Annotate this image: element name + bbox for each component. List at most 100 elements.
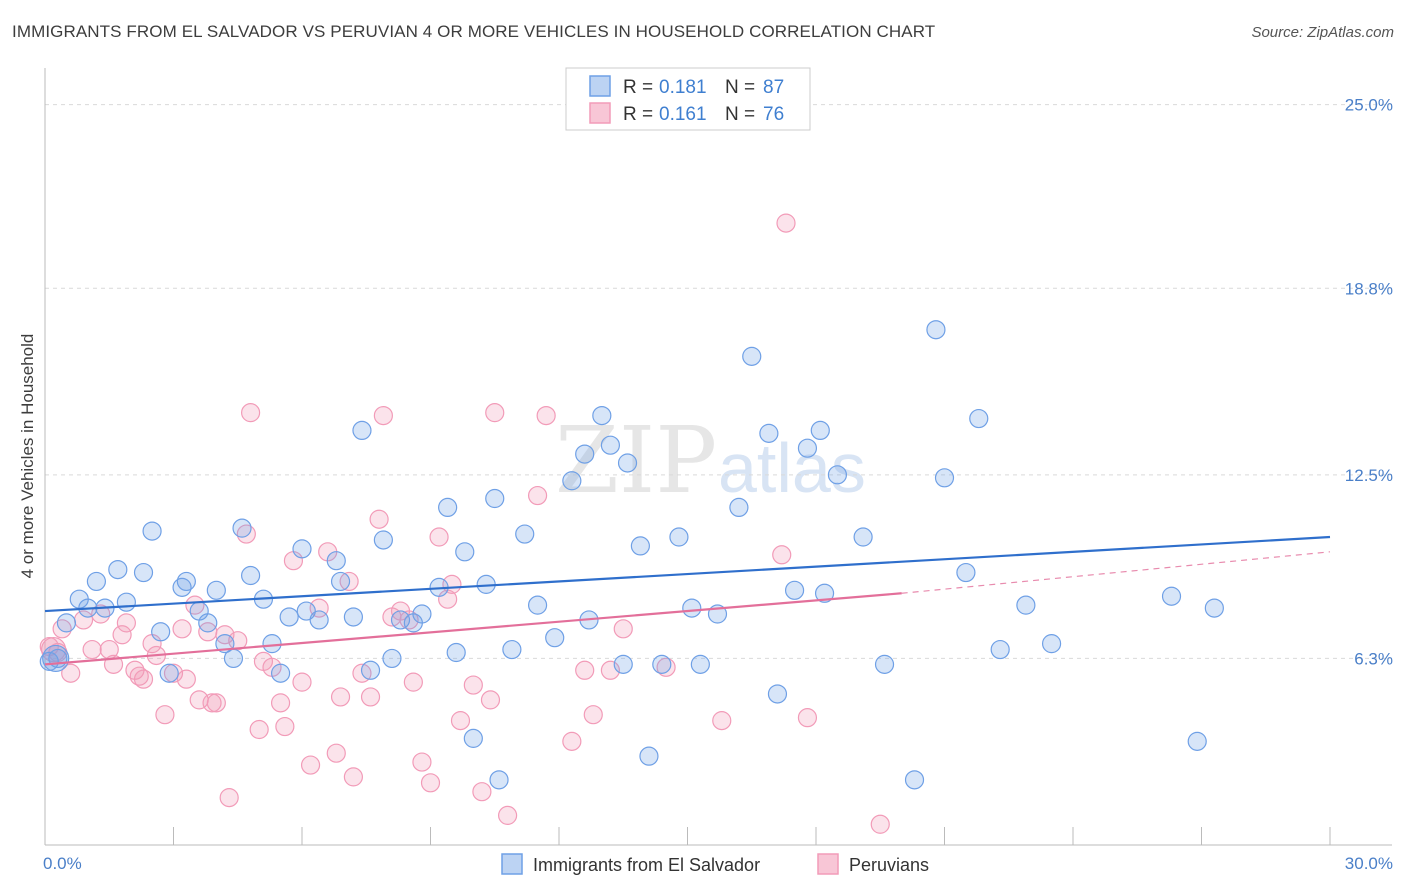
el-salvador-point-41 xyxy=(446,642,466,663)
el-salvador-point-25 xyxy=(279,607,299,627)
el-salvador-point-40 xyxy=(438,497,458,518)
peruvians-point-54 xyxy=(429,527,449,547)
peruvians-point-37 xyxy=(300,755,321,775)
x-tick-labels: 0.0% 30.0% xyxy=(43,854,1393,873)
el-salvador-point-54 xyxy=(592,405,612,426)
el-salvador-point-77 xyxy=(926,320,946,340)
legend-r-value-0: 0.181 xyxy=(659,77,707,98)
peruvians-point-10 xyxy=(116,613,136,633)
el-salvador-point-32 xyxy=(352,420,372,441)
el-salvador-point-73 xyxy=(827,465,848,485)
el-salvador-point-23 xyxy=(262,634,282,654)
peruvians-point-64 xyxy=(536,405,556,426)
el-salvador-point-5 xyxy=(86,571,107,592)
peruvians-point-46 xyxy=(369,509,389,529)
el-salvador-point-86 xyxy=(1204,598,1224,618)
el-salvador-point-59 xyxy=(639,746,659,766)
peruvians-point-70 xyxy=(712,711,732,731)
el-salvador-point-9 xyxy=(133,562,154,583)
el-salvador-point-76 xyxy=(904,770,925,790)
y-tick-label-2: 18.8% xyxy=(1345,279,1393,298)
peruvians-point-40 xyxy=(326,743,346,763)
legend-swatch-peruvians xyxy=(589,102,611,124)
peruvians-point-30 xyxy=(249,719,269,740)
el-salvador-point-58 xyxy=(630,536,650,556)
el-salvador-point-78 xyxy=(934,468,955,488)
el-salvador-point-29 xyxy=(326,551,346,571)
el-salvador-point-61 xyxy=(669,527,689,547)
bottom-legend-label-peruvians: Peruvians xyxy=(849,855,929,875)
el-salvador-point-11 xyxy=(151,622,171,642)
legend-n-value-1: 76 xyxy=(763,104,784,125)
el-salvador-point-16 xyxy=(198,613,218,633)
el-salvador-point-66 xyxy=(742,346,762,366)
el-salvador-point-45 xyxy=(485,488,505,509)
peruvians-point-41 xyxy=(330,687,351,707)
peruvians-point-58 xyxy=(463,675,483,695)
el-salvador-point-7 xyxy=(108,559,128,580)
el-salvador-point-84 xyxy=(1161,586,1182,606)
peruvians-point-5 xyxy=(82,639,102,660)
peruvians-point-57 xyxy=(450,711,471,731)
peruvians-point-18 xyxy=(172,619,192,639)
peruvians-point-34 xyxy=(275,716,295,737)
peruvians-point-24 xyxy=(206,693,226,713)
peruvians-point-43 xyxy=(343,767,363,787)
el-salvador-point-30 xyxy=(330,571,351,592)
legend-top: R = 0.181 N = 87 R = 0.161 N = 76 xyxy=(565,67,811,131)
y-axis-label: 4 or more Vehicles in Household xyxy=(18,334,37,579)
el-salvador-point-48 xyxy=(515,524,535,544)
peruvians-point-59 xyxy=(472,782,492,802)
peruvians-point-71 xyxy=(772,545,792,565)
axes xyxy=(44,68,1392,846)
el-salvador-point-8 xyxy=(116,592,136,612)
peruvians-point-51 xyxy=(403,672,423,692)
peruvians-point-60 xyxy=(480,690,501,710)
bottom-legend-swatch-peruvians xyxy=(817,853,839,875)
el-salvador-point-31 xyxy=(343,607,363,627)
el-salvador-point-72 xyxy=(814,583,835,603)
peruvians-point-53 xyxy=(420,773,441,793)
chart-title: IMMIGRANTS FROM EL SALVADOR VS PERUVIAN … xyxy=(12,22,936,41)
el-salvador-point-55 xyxy=(600,435,621,455)
trend-line-peruvians xyxy=(44,592,902,666)
peruvians-point-13 xyxy=(133,669,154,689)
el-salvador-point-24 xyxy=(270,663,291,683)
el-salvador-point-56 xyxy=(613,654,633,674)
el-salvador-point-35 xyxy=(382,648,402,669)
el-salvador-point-2 xyxy=(56,613,77,633)
peruvians-point-52 xyxy=(412,752,432,772)
el-salvador-point-71 xyxy=(810,420,830,441)
watermark-atlas: atlas xyxy=(718,429,866,507)
y-tick-label-3: 25.0% xyxy=(1345,96,1393,115)
el-salvador-point-cluster xyxy=(42,644,70,673)
peruvians-point-19 xyxy=(176,669,196,689)
peruvians-point-9 xyxy=(112,625,132,645)
el-salvador-point-49 xyxy=(527,595,548,615)
legend-n-value-0: 87 xyxy=(763,77,784,98)
el-salvador-point-69 xyxy=(784,580,805,600)
watermark: ZIP atlas xyxy=(555,407,866,514)
source-label: Source: ZipAtlas.com xyxy=(1251,24,1394,41)
el-salvador-point-46 xyxy=(489,770,509,790)
el-salvador-point-75 xyxy=(874,654,895,674)
el-salvador-point-70 xyxy=(797,438,818,458)
peruvians-point-74 xyxy=(776,213,796,233)
el-salvador-point-74 xyxy=(853,527,873,547)
el-salvador-point-20 xyxy=(232,518,252,538)
legend-n-label-0: N = xyxy=(725,77,755,98)
el-salvador-point-85 xyxy=(1187,731,1207,751)
el-salvador-point-83 xyxy=(1041,634,1062,654)
peruvians-point-33 xyxy=(270,693,291,713)
el-salvador-point-67 xyxy=(759,423,779,443)
peruvians-point-66 xyxy=(575,660,595,680)
peruvians-point-29 xyxy=(241,403,261,423)
legend-n-label-1: N = xyxy=(725,104,755,125)
trend-line-peruvians-extension xyxy=(901,551,1331,594)
legend-r-value-1: 0.161 xyxy=(659,104,707,125)
series-el-salvador-points xyxy=(39,320,1224,790)
peruvians-point-75 xyxy=(583,705,603,725)
y-tick-label-0: 6.3% xyxy=(1354,649,1393,668)
trend-lines xyxy=(44,535,1331,666)
